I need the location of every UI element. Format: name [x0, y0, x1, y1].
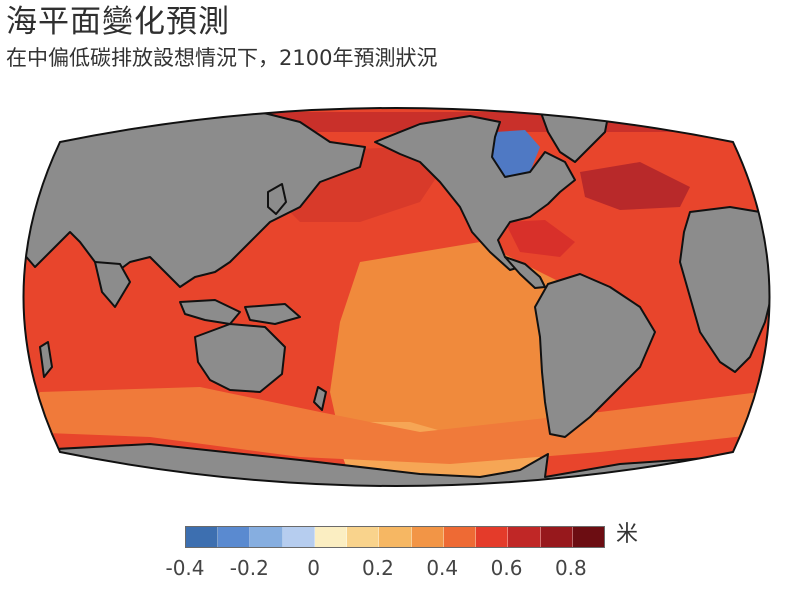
ocean-region-southern-band [23, 387, 770, 464]
legend-tick-label: -0.2 [229, 556, 269, 580]
legend-swatch [218, 527, 251, 547]
legend-swatch [411, 527, 444, 547]
map-outline [22, 107, 771, 487]
sea-level-map [0, 92, 793, 512]
legend-swatch [250, 527, 283, 547]
legend-tick-label: 0.6 [490, 556, 523, 580]
legend-swatch [572, 527, 605, 547]
land-australia [194, 323, 286, 393]
legend-swatch [508, 527, 541, 547]
legend-tick-label: 0 [307, 556, 320, 580]
page-subtitle: 在中偏低碳排放設想情況下，2100年預測狀況 [6, 46, 438, 70]
legend-swatch [282, 527, 315, 547]
page-title: 海平面變化預測 [6, 4, 230, 40]
world-map-svg [22, 107, 771, 487]
land-japan [267, 183, 287, 215]
ocean-region-central-pacific [330, 242, 570, 477]
land-central-america [504, 256, 546, 289]
land-eurasia [23, 108, 366, 288]
land-india [94, 261, 131, 308]
legend-swatch [379, 527, 412, 547]
legend-swatch [314, 527, 348, 547]
ocean-region-north-atlantic [580, 162, 690, 210]
land-new-zealand [313, 386, 327, 411]
land-antarctica [23, 443, 770, 486]
ocean-region-hudson-bay [492, 130, 540, 177]
legend-swatch [186, 527, 219, 547]
legend-unit-label: 米 [616, 522, 639, 547]
ocean-region-caribbean [505, 220, 575, 257]
color-legend: 米 -0.4 -0.2 0 0.2 0.4 0.6 0.8 [0, 522, 793, 592]
legend-swatch [476, 527, 509, 547]
legend-tick-label: 0.4 [426, 556, 459, 580]
land-madagascar [39, 341, 53, 378]
land-south-america [534, 273, 656, 438]
land-new-guinea [244, 303, 301, 325]
legend-tick-label: -0.4 [165, 556, 205, 580]
legend-swatch [443, 527, 477, 547]
legend-tick-label: 0.8 [554, 556, 587, 580]
land-north-america [374, 115, 576, 271]
legend-swatch [540, 527, 573, 547]
legend-tick-label: 0.2 [362, 556, 394, 580]
legend-color-bar [185, 526, 605, 548]
legend-swatch [347, 527, 380, 547]
